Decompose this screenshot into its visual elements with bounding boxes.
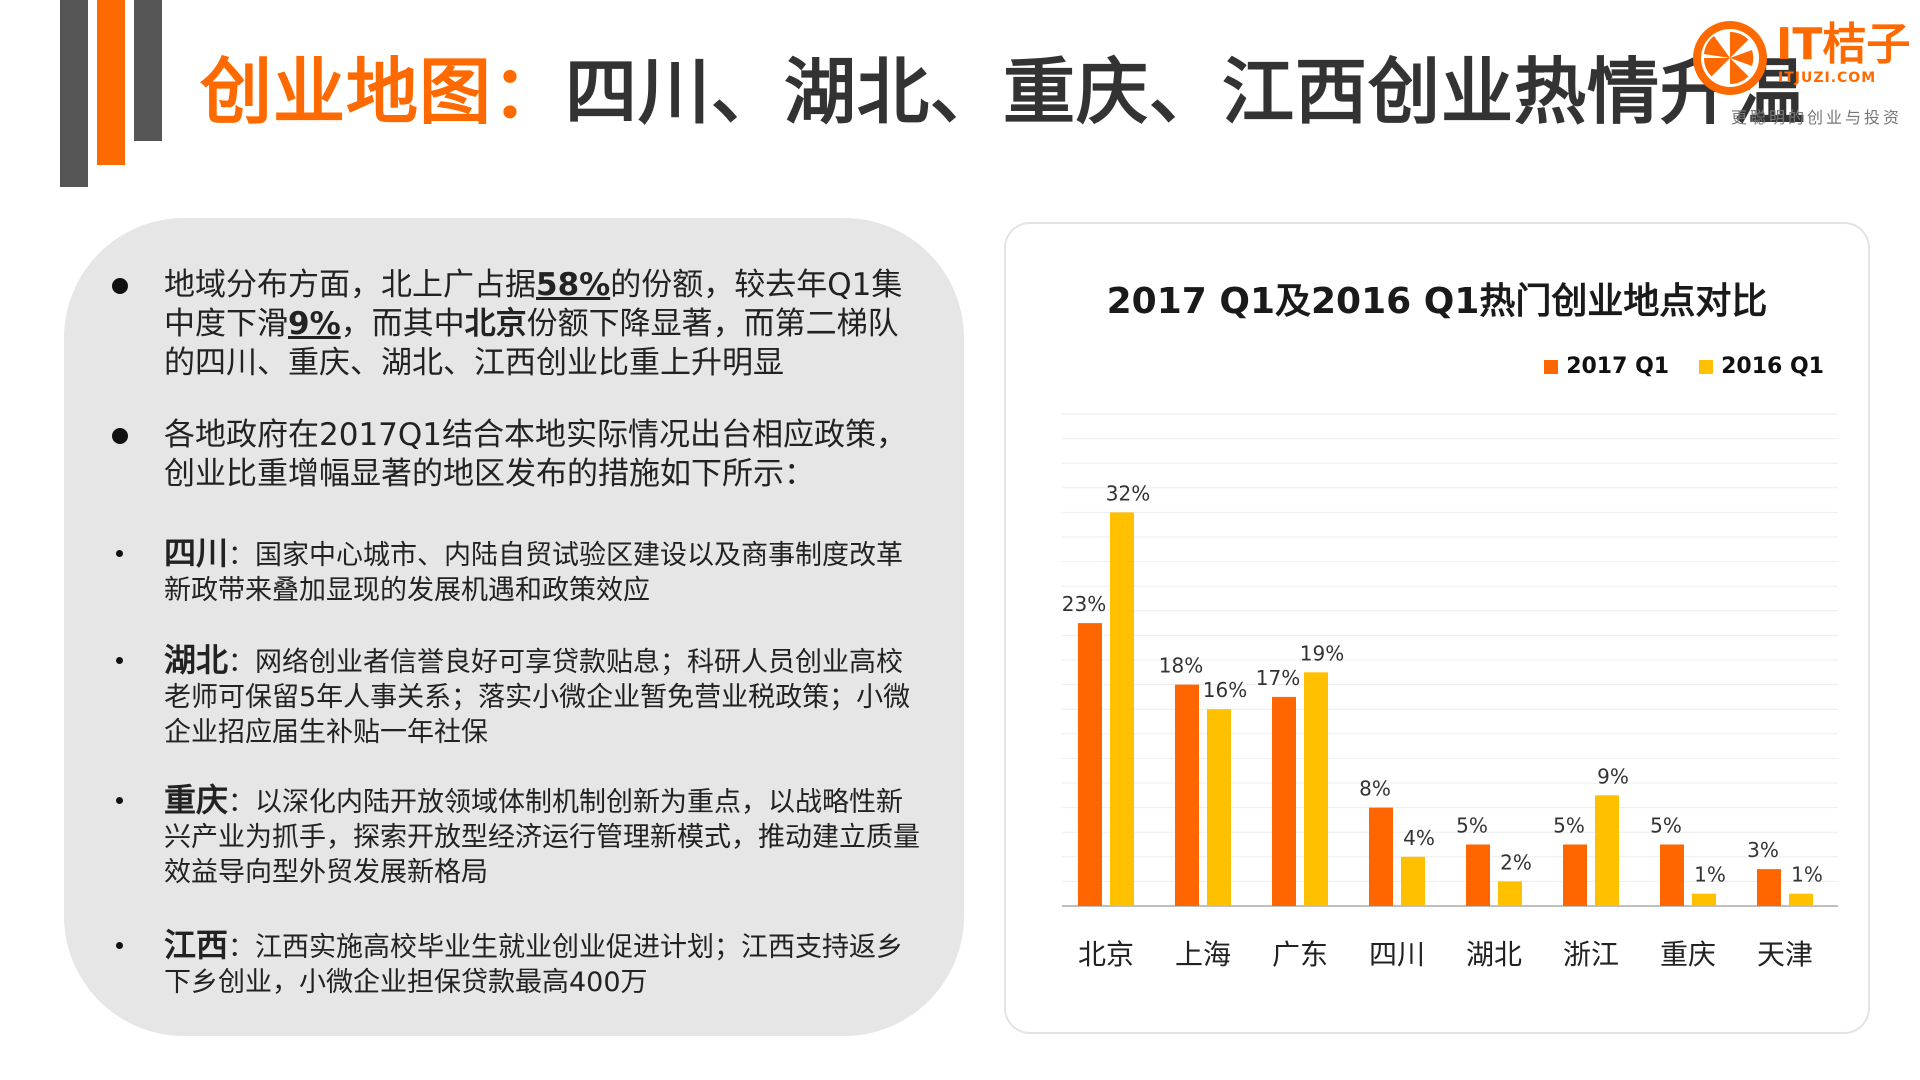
policy-region: 湖北 (164, 641, 229, 679)
policy-item-sichuan: 四川：国家中心城市、内陆自贸试验区建设以及商事制度改革新政带来叠加显现的发展机遇… (116, 534, 924, 608)
bar-2017 (1175, 684, 1199, 906)
bar-2016 (1692, 893, 1716, 906)
logo-name: IT桔子 (1776, 19, 1911, 70)
policy-region: 四川 (164, 534, 229, 572)
sub-bullet-dot (116, 797, 123, 804)
data-label: 4% (1403, 826, 1435, 850)
page-title-main: 四川、湖北、重庆、江西创业热情升温 (565, 49, 1807, 134)
bar-2017 (1466, 844, 1490, 906)
itjuzi-logo: IT桔子 ITJUZI.COM 更聪明的创业与投资 (1690, 18, 1910, 128)
bar-2017 (1660, 844, 1684, 906)
chart-card: 2017 Q1及2016 Q1热门创业地点对比 2017 Q1 2016 Q1 … (1004, 222, 1870, 1034)
data-label: 5% (1456, 814, 1488, 838)
summary-panel: 地域分布方面，北上广占据58%的份额，较去年Q1集中度下滑9%，而其中北京份额下… (64, 218, 964, 1036)
data-label: 16% (1203, 678, 1247, 702)
data-label: 5% (1650, 814, 1682, 838)
policy-item-hubei: 湖北：网络创业者信誉良好可享贷款贴息；科研人员创业高校老师可保留5年人事关系；落… (116, 641, 924, 750)
policy-region: 重庆 (164, 781, 229, 819)
decor-bar-orange (97, 0, 125, 165)
bar-2016 (1304, 672, 1328, 906)
data-label: 32% (1106, 481, 1150, 505)
highlight-58-percent: 58% (536, 267, 611, 303)
sub-bullet-dot (116, 942, 123, 949)
data-label: 18% (1159, 654, 1203, 678)
bullet-text: 份额下降显著，而第二梯队的四川、重庆、湖北、江西创业比重上升明显 (164, 306, 899, 381)
policy-text: ：网络创业者信誉良好可享贷款贴息；科研人员创业高校老师可保留5年人事关系；落实小… (164, 647, 911, 748)
x-tick-label: 北京 (1078, 938, 1134, 971)
data-label: 9% (1597, 764, 1629, 788)
logo-domain: ITJUZI.COM (1778, 70, 1877, 86)
policy-region: 江西 (164, 926, 229, 964)
legend-swatch-2016 (1699, 359, 1714, 374)
bar-2017 (1078, 623, 1102, 906)
logo-slogan: 更聪明的创业与投资 (1730, 108, 1902, 127)
x-tick-label: 重庆 (1660, 938, 1716, 971)
data-label: 1% (1791, 863, 1823, 887)
x-tick-label: 浙江 (1563, 938, 1619, 971)
policy-item-jiangxi: 江西：江西实施高校毕业生就业创业促进计划；江西支持返乡下乡创业，小微企业担保贷款… (116, 926, 924, 1000)
policy-text: ：国家中心城市、内陆自贸试验区建设以及商事制度改革新政带来叠加显现的发展机遇和政… (164, 540, 904, 606)
x-tick-label: 上海 (1175, 938, 1231, 971)
policy-item-chongqing: 重庆：以深化内陆开放领域体制机制创新为重点，以战略性新兴产业为抓手，探索开放型经… (116, 781, 924, 890)
data-label: 1% (1694, 863, 1726, 887)
bar-2017 (1757, 869, 1781, 906)
bar-2016 (1207, 709, 1231, 906)
x-tick-label: 天津 (1757, 938, 1813, 971)
orange-slice-logo-icon (1693, 21, 1767, 95)
legend-label-2017: 2017 Q1 (1566, 354, 1670, 379)
data-label: 19% (1300, 641, 1344, 665)
bar-2017 (1369, 807, 1393, 906)
highlight-beijing: 北京 (464, 306, 527, 342)
legend-swatch-2017 (1544, 359, 1559, 374)
bar-2016 (1498, 881, 1522, 906)
legend-label-2016: 2016 Q1 (1721, 354, 1824, 379)
chart-legend: 2017 Q1 2016 Q1 (1544, 354, 1824, 379)
highlight-9-percent: 9% (288, 306, 341, 342)
sub-bullet-dot (116, 550, 123, 557)
data-label: 5% (1553, 814, 1585, 838)
bar-2016 (1595, 795, 1619, 906)
bar-2016 (1401, 856, 1425, 906)
bullet-text: 地域分布方面，北上广占据 (164, 267, 536, 303)
sub-bullet-dot (116, 657, 123, 664)
bar-2017 (1563, 844, 1587, 906)
decor-bar-dark-2 (134, 0, 162, 141)
bar-2017 (1272, 696, 1296, 906)
bar-chart: 23% 32% 北京 18%16% 上海 17%19% 广东 8% 4% 四川 5% 2% 湖北 5% 9%… (1062, 413, 1838, 971)
bullet-text: 各地政府在2017Q1结合本地实际情况出台相应政策，创业比重增幅显著的地区发布的… (164, 417, 908, 492)
chart-title: 2017 Q1及2016 Q1热门创业地点对比 (1106, 281, 1768, 322)
policy-text: ：江西实施高校毕业生就业创业促进计划；江西支持返乡下乡创业，小微企业担保贷款最高… (164, 932, 904, 998)
data-label: 2% (1500, 850, 1532, 874)
bullet-government-policies: 各地政府在2017Q1结合本地实际情况出台相应政策，创业比重增幅显著的地区发布的… (112, 416, 924, 494)
bullet-dot (112, 278, 128, 294)
x-tick-label: 四川 (1369, 938, 1425, 971)
decor-bar-dark-1 (60, 0, 88, 187)
bullet-text: 的份额，较去年Q1集中度下滑 (164, 267, 903, 342)
legend-item-2016: 2016 Q1 (1699, 354, 1824, 379)
data-label: 8% (1359, 777, 1391, 801)
data-label: 17% (1256, 666, 1300, 690)
page-title: 创业地图： 四川、湖北、重庆、江西创业热情升温 (200, 30, 1806, 140)
bullet-region-distribution: 地域分布方面，北上广占据58%的份额，较去年Q1集中度下滑9%，而其中北京份额下… (112, 266, 924, 383)
x-tick-label: 湖北 (1466, 938, 1522, 971)
legend-item-2017: 2017 Q1 (1544, 354, 1669, 379)
bullet-dot (112, 428, 128, 444)
bar-2016 (1110, 512, 1134, 906)
bar-2016 (1789, 893, 1813, 906)
page-title-accent: 创业地图： (200, 49, 566, 134)
x-tick-label: 广东 (1272, 938, 1328, 971)
bullet-text: ，而其中 (340, 306, 465, 342)
policy-text: ：以深化内陆开放领域体制机制创新为重点，以战略性新兴产业为抓手，探索开放型经济运… (164, 787, 920, 888)
data-label: 23% (1062, 592, 1106, 616)
data-label: 3% (1747, 838, 1779, 862)
